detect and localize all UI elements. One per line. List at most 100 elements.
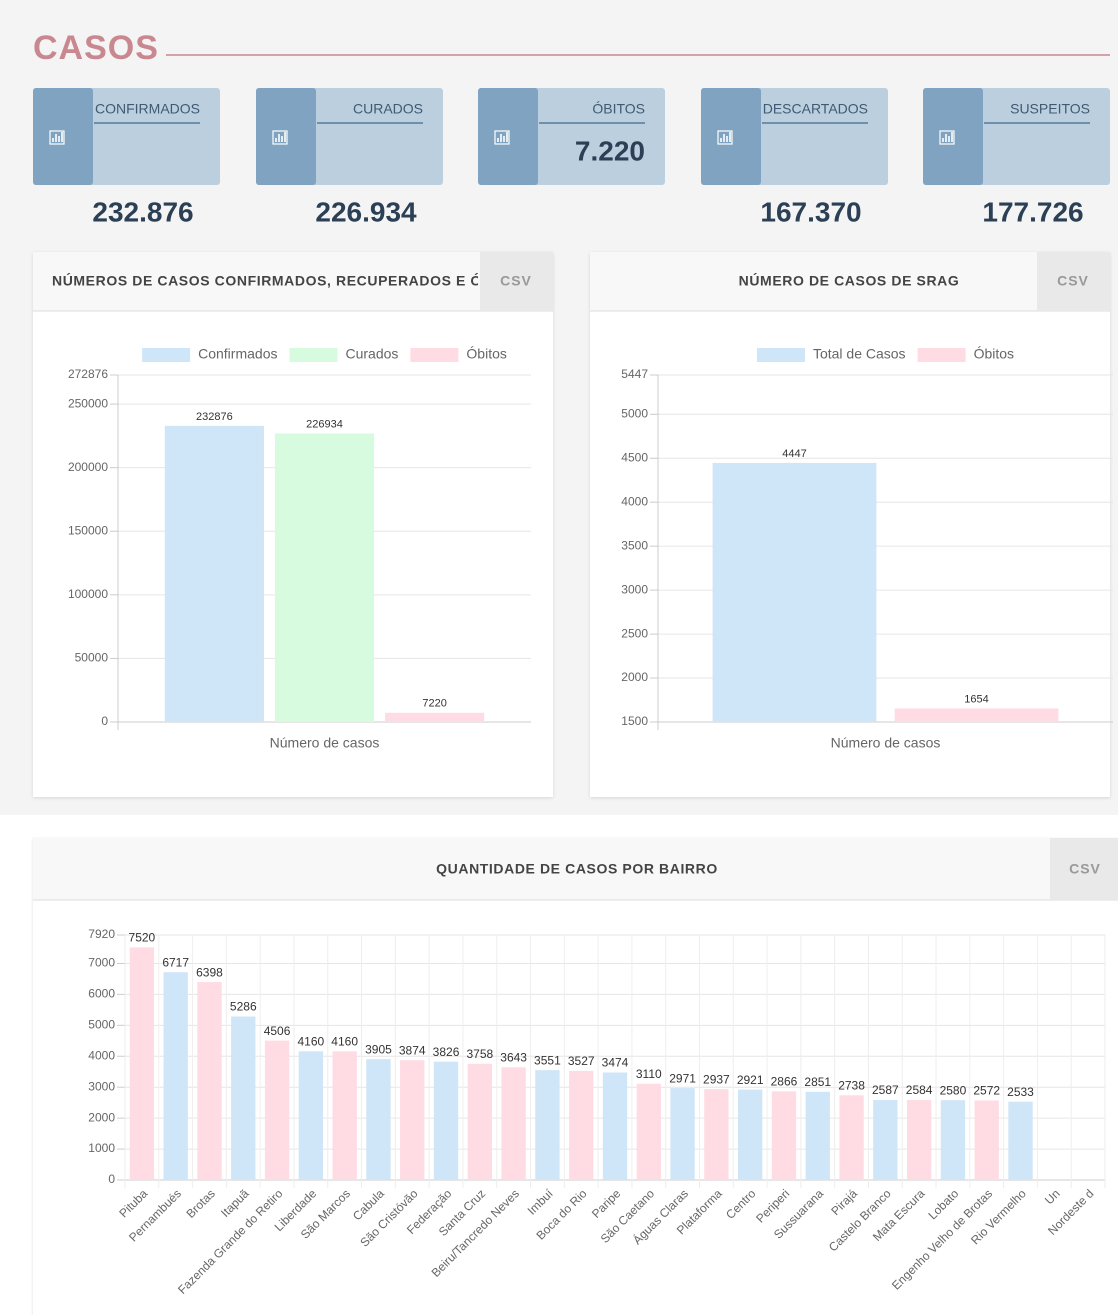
card-icon-frame <box>272 130 288 145</box>
data-label: 6398 <box>196 965 223 979</box>
bar <box>906 1100 932 1180</box>
y-tick-label: 0 <box>108 1172 115 1186</box>
card-value: 232.876 <box>92 196 193 227</box>
y-tick-label: 4500 <box>621 450 648 464</box>
bar <box>163 972 188 1180</box>
bar <box>274 433 375 722</box>
bar <box>164 425 264 722</box>
csv-label[interactable]: CSV <box>1069 861 1101 877</box>
panel-header <box>33 838 1118 900</box>
card-value: 7.220 <box>575 135 645 166</box>
data-label: 6717 <box>162 955 189 969</box>
bar <box>385 712 485 722</box>
y-tick-label: 3500 <box>621 538 648 552</box>
data-label: 4160 <box>331 1034 358 1048</box>
bar <box>805 1091 830 1180</box>
data-label: 1654 <box>964 693 988 705</box>
bar <box>231 1016 256 1180</box>
bar <box>569 1070 594 1180</box>
card-icon-frame <box>939 130 955 145</box>
chart-title: NÚMERO DE CASOS DE SRAG <box>739 272 960 289</box>
card-icon-box <box>256 88 316 185</box>
y-tick-label: 2500 <box>621 626 648 640</box>
bar <box>873 1099 898 1180</box>
card-icon-frame <box>49 130 65 145</box>
bar <box>501 1067 526 1180</box>
y-tick-label: 4000 <box>621 494 648 508</box>
data-label: 2572 <box>973 1084 1000 1098</box>
y-tick-label: 0 <box>101 714 108 728</box>
data-label: 4160 <box>298 1034 325 1048</box>
bar <box>433 1061 459 1180</box>
csv-label[interactable]: CSV <box>1057 273 1089 289</box>
y-tick-label: 5447 <box>621 367 648 381</box>
panel-header <box>590 252 1110 311</box>
data-label: 2971 <box>669 1071 696 1085</box>
bar <box>467 1063 492 1180</box>
bar <box>366 1059 391 1180</box>
card-icon-box <box>701 88 761 185</box>
data-label: 3643 <box>500 1050 527 1064</box>
bar <box>332 1051 357 1180</box>
bar <box>771 1091 797 1180</box>
data-label: 232876 <box>196 411 233 423</box>
data-label: 3874 <box>399 1043 426 1057</box>
section-title: CASOS <box>33 29 159 67</box>
card-icon-box <box>33 88 93 185</box>
y-tick-label: 5000 <box>621 406 648 420</box>
chart-title: QUANTIDADE DE CASOS POR BAIRRO <box>436 861 718 877</box>
y-tick-label: 1500 <box>621 714 648 728</box>
legend-label: Confirmados <box>198 346 277 362</box>
bar <box>264 1040 290 1180</box>
card-label: SUSPEITOS <box>1010 101 1090 117</box>
bar <box>670 1088 695 1180</box>
bar <box>940 1100 966 1180</box>
card-label: CURADOS <box>353 101 423 117</box>
csv-label[interactable]: CSV <box>500 273 532 289</box>
y-tick-label: 3000 <box>621 582 648 596</box>
y-tick-label: 200000 <box>68 460 108 474</box>
x-tick-label: Número de casos <box>270 735 380 751</box>
bar <box>894 708 1059 722</box>
bar <box>197 982 222 1180</box>
data-label: 2580 <box>940 1083 967 1097</box>
data-label: 2921 <box>737 1073 764 1087</box>
panel-header <box>33 252 553 311</box>
data-label: 2587 <box>872 1083 899 1097</box>
y-tick-label: 4000 <box>88 1048 115 1062</box>
card-label: DESCARTADOS <box>763 101 868 117</box>
csv-button[interactable] <box>480 252 553 311</box>
y-tick-label: 6000 <box>88 987 115 1001</box>
csv-button[interactable] <box>1050 838 1118 900</box>
legend-label: Total de Casos <box>813 346 906 362</box>
bar <box>535 1070 560 1180</box>
y-tick-label: 3000 <box>88 1079 115 1093</box>
data-label: 3527 <box>568 1054 595 1068</box>
card-label: ÓBITOS <box>592 101 645 117</box>
bar <box>129 947 155 1180</box>
data-label: 226934 <box>306 418 343 430</box>
y-tick-label: 150000 <box>68 523 108 537</box>
card-label: CONFIRMADOS <box>95 101 200 117</box>
data-label: 3758 <box>466 1047 493 1061</box>
legend-label: Curados <box>345 346 398 362</box>
csv-button[interactable] <box>1037 252 1110 311</box>
data-label: 3110 <box>636 1067 662 1081</box>
legend-swatch <box>756 348 805 362</box>
legend-label: Óbitos <box>974 346 1014 362</box>
bar <box>738 1089 763 1180</box>
y-tick-label: 5000 <box>88 1018 115 1032</box>
y-tick-label: 100000 <box>68 587 108 601</box>
legend-swatch <box>917 348 966 362</box>
card-icon-box <box>478 88 538 185</box>
card-icon-box <box>923 88 983 185</box>
cards: CONFIRMADOS 232.876 CURADOS 226.934 ÓBITOS 7.… <box>33 88 1110 227</box>
data-label: 7520 <box>129 931 156 945</box>
data-label: 2851 <box>804 1075 831 1089</box>
y-tick-label: 2000 <box>621 670 648 684</box>
bar <box>839 1095 864 1180</box>
data-label: 2738 <box>838 1078 865 1092</box>
data-label: 2584 <box>906 1083 933 1097</box>
y-tick-label: 1000 <box>88 1141 115 1155</box>
